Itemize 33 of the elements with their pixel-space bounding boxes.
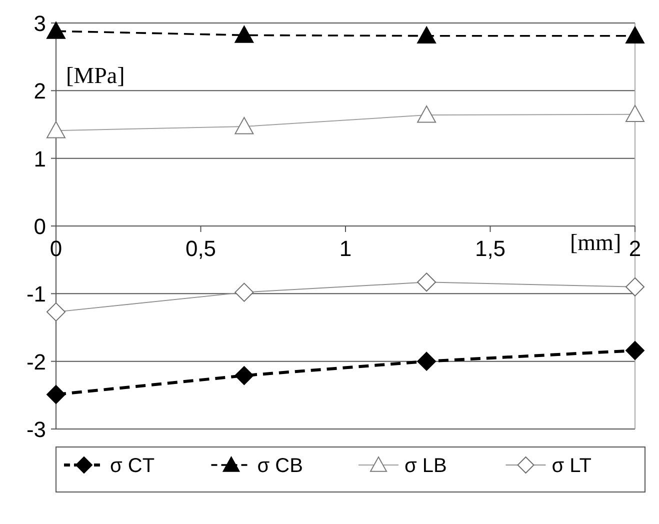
y-tick-label: 1	[34, 146, 46, 172]
y-tick-label: 2	[34, 78, 46, 104]
x-tick-label: 0,5	[185, 236, 216, 261]
y-tick-label: 0	[34, 214, 46, 239]
point	[417, 272, 436, 292]
point	[626, 277, 644, 296]
legend-label: σ CT	[110, 455, 155, 477]
legend-label: σ LB	[404, 455, 447, 477]
legend-label: σ LT	[552, 455, 592, 477]
x-tick-label: 1	[339, 236, 352, 261]
legend-label: σ CB	[257, 455, 303, 477]
y-axis-title: [MPa]	[66, 63, 125, 88]
point	[46, 22, 66, 39]
point	[46, 302, 66, 322]
y-tick-label: -3	[26, 417, 46, 442]
point	[417, 26, 436, 44]
point	[626, 341, 644, 360]
point	[46, 384, 66, 404]
y-tick-label: -1	[26, 282, 46, 307]
x-axis-title: [mm]	[570, 230, 622, 255]
point	[417, 352, 436, 371]
point	[626, 104, 644, 122]
point	[234, 26, 254, 43]
point	[46, 121, 66, 138]
point	[234, 282, 254, 302]
point	[626, 26, 644, 44]
point	[234, 117, 254, 134]
point	[234, 366, 254, 386]
y-tick-label: -2	[26, 349, 46, 374]
y-tick-label: 3	[34, 11, 46, 36]
x-tick-label: 2	[628, 236, 642, 261]
x-tick-label: 1,5	[474, 236, 506, 261]
point	[417, 106, 436, 123]
